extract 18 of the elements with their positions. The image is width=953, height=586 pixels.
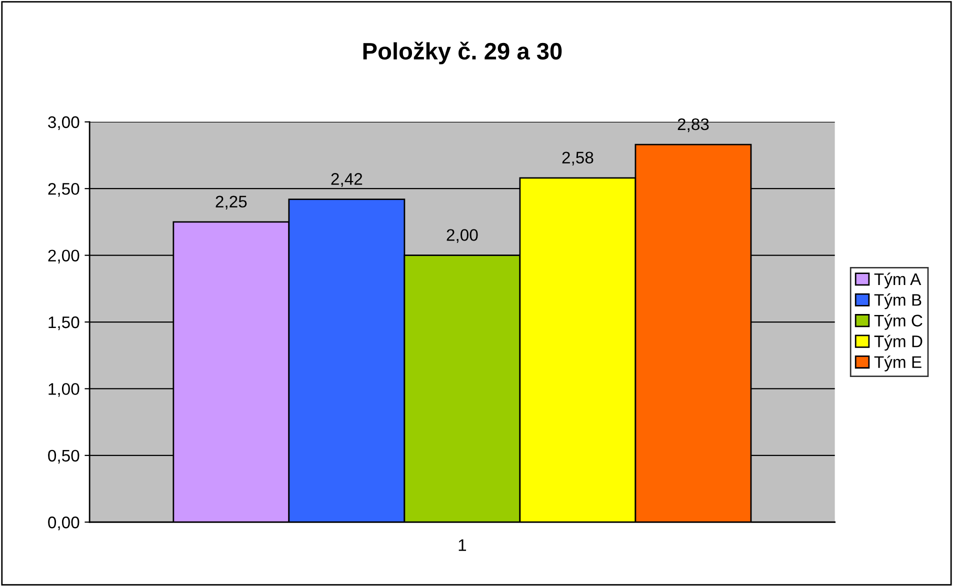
y-tick-label: 1,00 xyxy=(48,383,80,397)
y-tick-label: 3,00 xyxy=(48,116,80,130)
x-tick-label: 1 xyxy=(458,539,466,551)
data-label: 2,42 xyxy=(331,173,362,187)
y-tick-label: 2,50 xyxy=(48,182,80,197)
data-label: 2,00 xyxy=(446,229,478,243)
legend-label: Tým A xyxy=(874,272,922,288)
legend-label: Tým D xyxy=(874,334,922,351)
legend-label: Tým C xyxy=(874,314,922,330)
y-tick-label: 1,50 xyxy=(48,316,80,330)
y-tick-label: 2,00 xyxy=(48,250,80,264)
data-label: 2,25 xyxy=(216,196,247,210)
legend-label: Tým E xyxy=(874,356,922,372)
data-label: 2,58 xyxy=(562,152,594,166)
y-tick-label: 0,50 xyxy=(48,450,80,464)
chart-title: Položky č. 29 a 30 xyxy=(363,42,562,64)
legend-label: Tým B xyxy=(874,293,922,310)
y-tick-label: 0,00 xyxy=(48,516,80,530)
